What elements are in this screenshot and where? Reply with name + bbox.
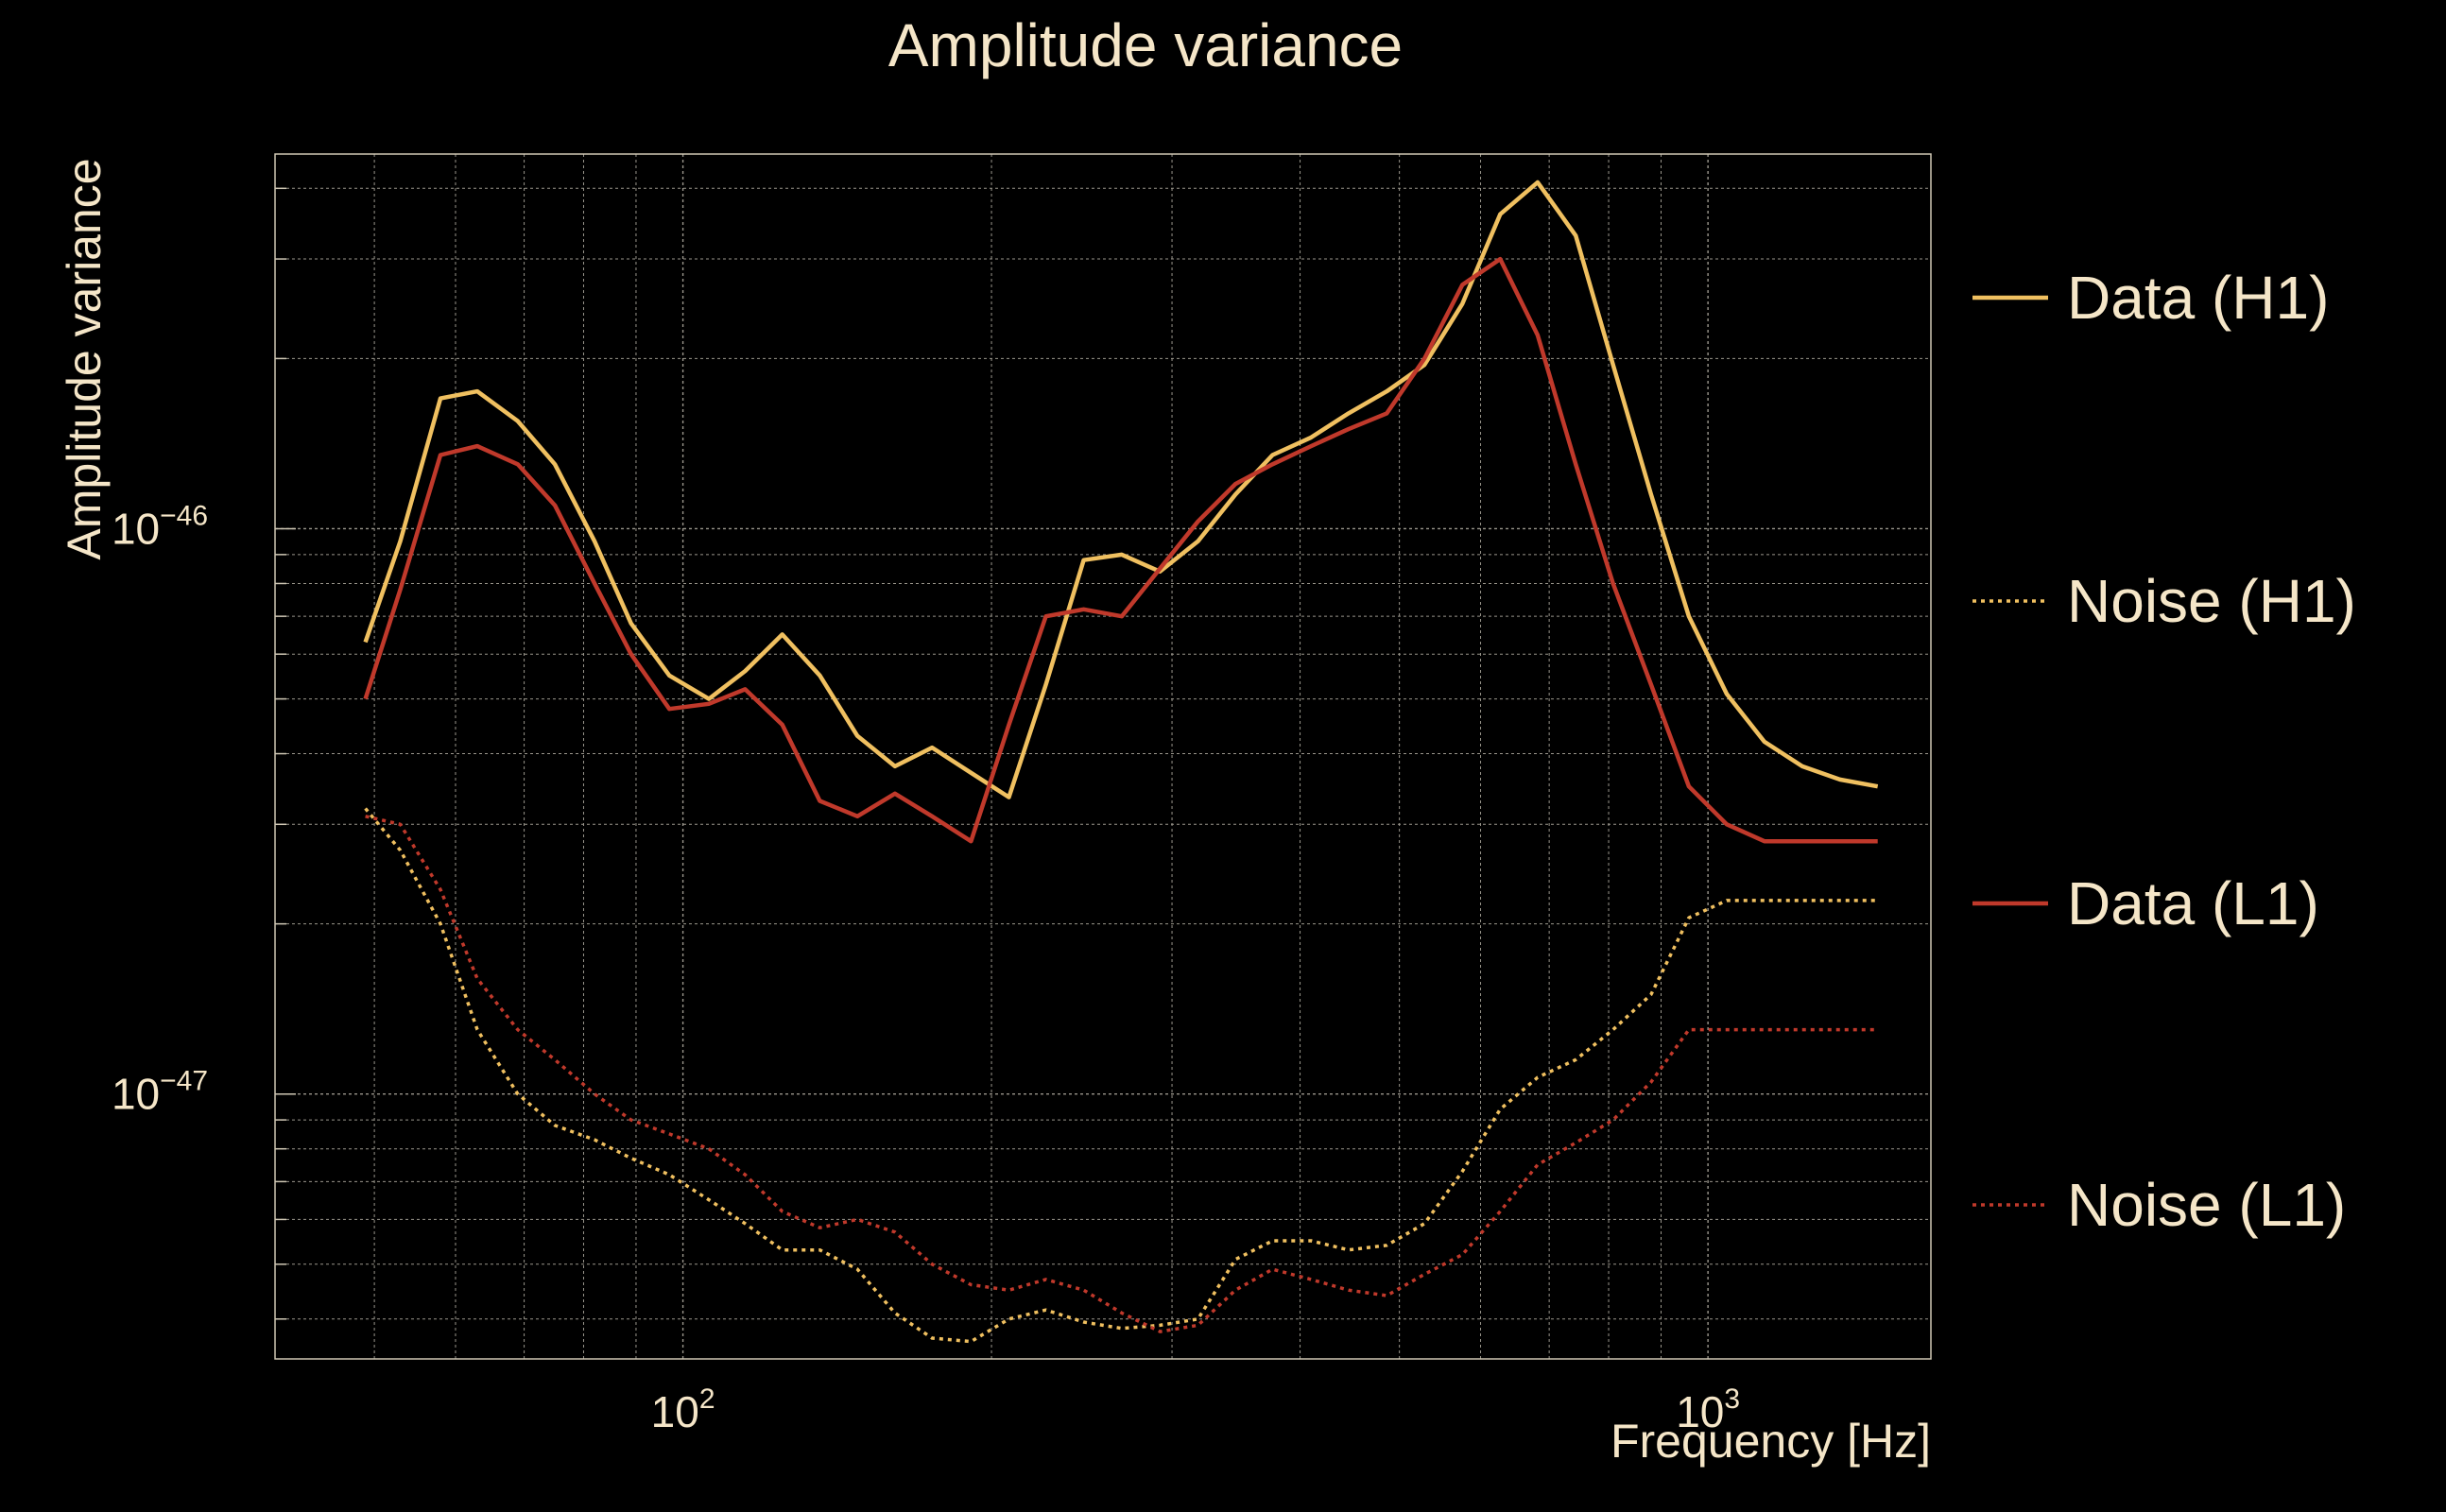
plot-frame xyxy=(274,153,1932,1360)
legend-label: Data (L1) xyxy=(2067,869,2319,937)
x-tick-label: 103 xyxy=(1676,1383,1740,1436)
series-line-noise-l1 xyxy=(365,815,1878,1333)
x-axis-label: Frequency [Hz] xyxy=(1611,1415,1931,1468)
y-tick-label: 10−47 xyxy=(112,1066,208,1119)
x-tick-label: 102 xyxy=(651,1383,715,1436)
series-layer xyxy=(363,180,1879,1344)
legend-label: Data (H1) xyxy=(2067,264,2329,332)
grid xyxy=(274,154,1931,1359)
series-line-data-h1 xyxy=(363,180,1879,799)
chart-title: Amplitude variance xyxy=(888,11,1403,79)
y-tick-label: 10−46 xyxy=(112,500,208,553)
legend-label: Noise (L1) xyxy=(2067,1171,2346,1239)
axis-ticks: 102 103 10−46 10−47 xyxy=(112,500,1740,1436)
series-line-noise-h1 xyxy=(364,807,1878,1344)
legend-label: Noise (H1) xyxy=(2067,567,2356,635)
y-axis-label: Amplitude variance xyxy=(58,158,111,559)
legend: Data (H1) Noise (H1) Data (L1) Noise (L1) xyxy=(1972,264,2356,1239)
series-line-data-l1 xyxy=(363,256,1878,844)
